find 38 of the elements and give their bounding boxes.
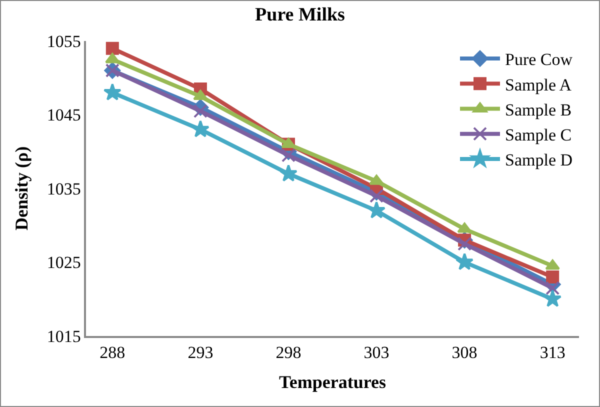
point: [544, 290, 562, 307]
point: [546, 281, 560, 296]
x-tick-label: 288: [100, 343, 126, 362]
point: [103, 83, 122, 100]
point: [369, 174, 384, 185]
x-tick-label: 313: [540, 343, 566, 362]
legend-label: Pure Cow: [505, 50, 574, 70]
y-tick-label: 1045: [46, 106, 81, 125]
y-tick-label: 1025: [46, 253, 81, 272]
point: [546, 270, 560, 284]
y-tick-label: 1015: [46, 326, 81, 346]
point: [456, 252, 474, 270]
legend-label: Sample B: [505, 100, 572, 120]
x-tick-label: 308: [452, 343, 478, 362]
x-tick-label: 298: [276, 343, 302, 362]
point: [458, 236, 472, 251]
point: [281, 138, 296, 148]
point: [191, 120, 210, 138]
y-axis-title: Density (ρ): [12, 146, 32, 231]
point: [193, 90, 208, 100]
x-tick-label: 303: [364, 343, 390, 362]
point: [281, 148, 296, 162]
point: [105, 52, 120, 64]
point: [457, 222, 472, 233]
y-tick-label: 1055: [46, 32, 81, 51]
legend-label: Sample C: [505, 125, 572, 144]
point: [545, 259, 560, 270]
point: [106, 42, 119, 55]
x-axis-title: Temperatures: [279, 372, 386, 392]
point: [370, 188, 384, 203]
legend-label: Sample D: [505, 150, 573, 170]
point: [193, 104, 208, 118]
x-tick-label: 293: [188, 343, 214, 362]
point: [368, 201, 386, 218]
point: [279, 164, 298, 182]
chart-title: Pure Milks: [255, 4, 345, 26]
legend-label: Sample A: [505, 75, 572, 94]
y-tick-label: 1035: [46, 179, 81, 198]
